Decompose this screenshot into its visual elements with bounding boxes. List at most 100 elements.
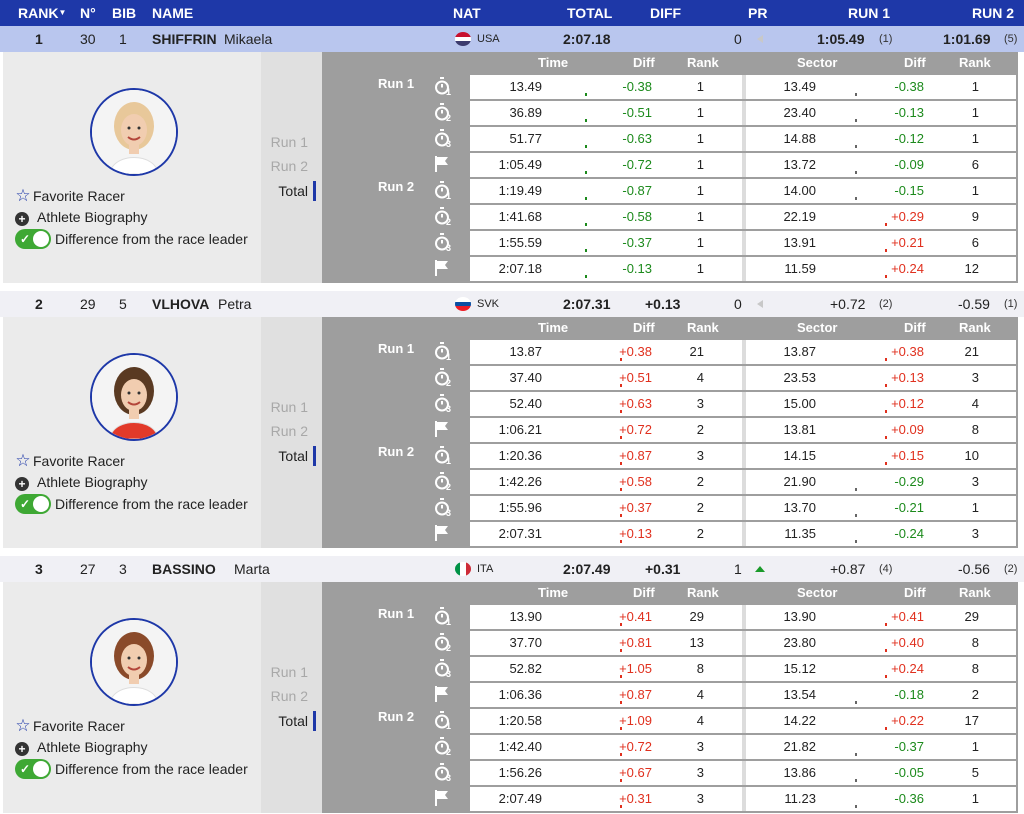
sector-diff: -0.37: [894, 739, 924, 754]
split-number: 3: [446, 508, 452, 518]
athlete-biography-link[interactable]: + Athlete Biography: [15, 209, 148, 226]
flag-icon: [455, 562, 471, 576]
split-diff: +0.13: [619, 526, 652, 541]
stopwatch-icon: 3: [434, 394, 460, 418]
run1-rank: (4): [879, 563, 893, 575]
col-diff: Diff: [633, 55, 655, 70]
tab-run1[interactable]: Run 1: [270, 664, 308, 680]
sector-diff: -0.38: [894, 79, 924, 94]
finish-flag-icon: [434, 524, 460, 548]
favorite-racer-link[interactable]: ☆ Favorite Racer: [15, 186, 124, 206]
sector-rank: 3: [971, 526, 979, 541]
active-tab-marker: [313, 181, 316, 201]
rank-cell: 3: [35, 561, 43, 577]
sector-time: 13.70: [783, 500, 816, 515]
diff-toggle[interactable]: ✓ Difference from the race leader: [15, 494, 248, 514]
sector-time: 15.12: [783, 661, 816, 676]
split-row: 1:20.36 +0.87 3 14.15 +0.15 10: [470, 444, 1016, 468]
split-rank: 1: [696, 105, 704, 120]
split-time: 37.40: [509, 370, 542, 385]
sector-diff: +0.41: [891, 609, 924, 624]
tab-total[interactable]: Total: [278, 183, 308, 199]
tab-run2[interactable]: Run 2: [270, 158, 308, 174]
sector-rank: 1: [971, 105, 979, 120]
stopwatch-icon: 3: [434, 233, 460, 257]
athlete-biography-link[interactable]: + Athlete Biography: [15, 474, 148, 491]
sector-diff: +0.21: [891, 235, 924, 250]
tab-run1[interactable]: Run 1: [270, 134, 308, 150]
split-number: 3: [446, 773, 452, 783]
tab-run1[interactable]: Run 1: [270, 399, 308, 415]
flag-icon: [455, 297, 471, 311]
favorite-racer-link[interactable]: ☆ Favorite Racer: [15, 716, 125, 736]
trend-neutral-icon: [757, 35, 763, 43]
sector-time: 13.91: [783, 235, 816, 250]
split-number: 2: [446, 378, 452, 388]
sector-time: 15.00: [783, 396, 816, 411]
number-cell: 27: [80, 561, 96, 577]
favorite-racer-link[interactable]: ☆ Favorite Racer: [15, 451, 124, 471]
split-rank: 3: [696, 396, 704, 411]
tab-run2[interactable]: Run 2: [270, 423, 308, 439]
athlete-biography-link[interactable]: + Athlete Biography: [15, 739, 148, 756]
toggle-switch[interactable]: ✓: [15, 494, 51, 514]
header-bib: BIB: [112, 5, 137, 21]
toggle-switch[interactable]: ✓: [15, 759, 51, 779]
diff-toggle-label: Difference from the race leader: [55, 231, 248, 247]
result-row[interactable]: 3 27 3 BASSINO Marta ITA 2:07.49 +0.31 1 +0.87 (4)…: [0, 556, 1024, 582]
run1-rank: (2): [879, 298, 893, 310]
split-number: 1: [446, 191, 452, 201]
header-rank[interactable]: RANK▼: [18, 5, 67, 21]
sector-rank: 5: [971, 765, 979, 780]
toggle-switch[interactable]: ✓: [15, 229, 51, 249]
run2-value: 1:01.69: [943, 31, 991, 47]
split-diff: +0.67: [619, 765, 652, 780]
sector-time: 23.80: [783, 635, 816, 650]
col-sector: Sector: [797, 585, 838, 600]
sector-diff: -0.18: [894, 687, 924, 702]
split-diff: +0.72: [619, 422, 652, 437]
split-time: 52.82: [509, 661, 542, 676]
split-time: 1:55.59: [498, 235, 542, 250]
split-number: 3: [446, 243, 452, 253]
result-row[interactable]: 2 29 5 VLHOVA Petra SVK 2:07.31 +0.13 0 +0.72 (2) -…: [0, 291, 1024, 317]
trend-neutral-icon: [757, 300, 763, 308]
diff-toggle[interactable]: ✓ Difference from the race leader: [15, 759, 248, 779]
split-time: 1:20.36: [498, 448, 542, 463]
rank-cell: 2: [35, 296, 43, 312]
split-row: 2:07.31 +0.13 2 11.35 -0.24 3: [470, 522, 1016, 546]
sector-time: 22.19: [783, 209, 816, 224]
split-rank: 2: [696, 422, 704, 437]
number-cell: 30: [80, 31, 96, 47]
sector-time: 21.90: [783, 474, 816, 489]
run-tabs: Run 1 Run 2 Total: [261, 582, 322, 813]
result-row[interactable]: 1 30 1 SHIFFRIN Mikaela USA 2:07.18 0 1:05.49 (1)…: [0, 26, 1024, 52]
split-table: Time Diff Rank Sector Diff Rank Run 1 Run 2 1 13.…: [322, 52, 1018, 283]
run1-value: 1:05.49: [817, 31, 865, 47]
sector-diff: +0.40: [891, 635, 924, 650]
sector-rank: 4: [971, 396, 979, 411]
split-rank: 3: [696, 448, 704, 463]
favorite-label: Favorite Racer: [33, 718, 125, 734]
sector-diff: -0.36: [894, 791, 924, 806]
split-time: 2:07.49: [498, 791, 542, 806]
sector-diff: -0.05: [894, 765, 924, 780]
split-rank: 1: [696, 157, 704, 172]
diff-toggle[interactable]: ✓ Difference from the race leader: [15, 229, 248, 249]
sector-rank: 8: [971, 635, 979, 650]
diff-toggle-label: Difference from the race leader: [55, 761, 248, 777]
col-sector-diff: Diff: [904, 585, 926, 600]
sort-caret-icon[interactable]: ▼: [58, 8, 67, 17]
sector-diff: +0.29: [891, 209, 924, 224]
sector-rank: 6: [971, 235, 979, 250]
star-icon: ☆: [15, 451, 31, 470]
pr-value: 0: [734, 31, 742, 47]
tab-total[interactable]: Total: [278, 713, 308, 729]
tab-run2[interactable]: Run 2: [270, 688, 308, 704]
run1-value: +0.87: [830, 561, 866, 577]
tab-total[interactable]: Total: [278, 448, 308, 464]
athlete-detail: ☆ Favorite Racer + Athlete Biography ✓ Differ…: [0, 52, 1024, 283]
run1-label: Run 1: [378, 341, 415, 356]
finish-flag-icon: [434, 420, 460, 444]
split-diff: +0.37: [619, 500, 652, 515]
